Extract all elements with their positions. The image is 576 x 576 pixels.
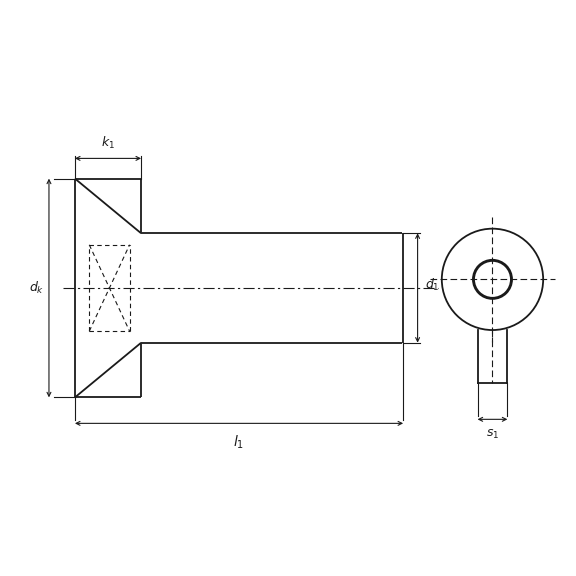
Text: $d_k$: $d_k$ [29, 280, 44, 296]
Text: $k_1$: $k_1$ [101, 135, 115, 151]
Text: $s_1$: $s_1$ [486, 428, 499, 441]
Text: $d_1$: $d_1$ [425, 277, 439, 293]
Text: $l_1$: $l_1$ [233, 433, 245, 450]
